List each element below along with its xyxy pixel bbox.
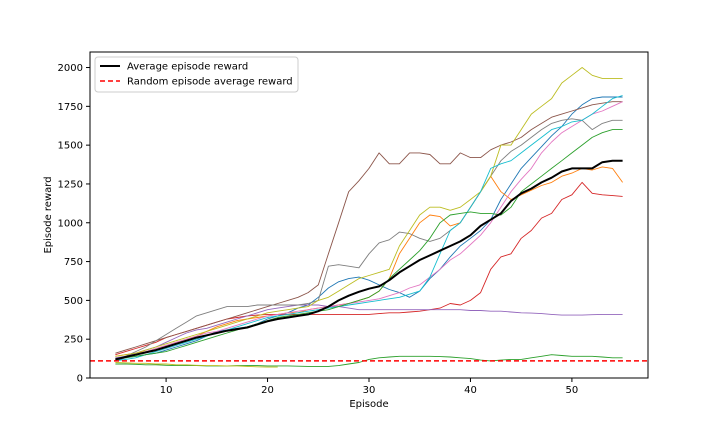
legend-label-random: Random episode average reward xyxy=(127,77,293,88)
y-tick-label: 2000 xyxy=(58,63,83,74)
x-tick-label: 30 xyxy=(363,385,376,396)
series-line-5 xyxy=(115,304,623,359)
series-line-7 xyxy=(115,101,623,360)
legend-box xyxy=(94,56,299,93)
y-tick-label: 1000 xyxy=(58,218,83,229)
x-axis-title: Episode xyxy=(349,399,388,410)
y-tick-label: 250 xyxy=(64,335,83,346)
x-tick-label: 50 xyxy=(566,385,579,396)
x-tick-label: 40 xyxy=(464,385,477,396)
x-tick-label: 10 xyxy=(160,385,173,396)
y-tick-label: 1750 xyxy=(58,102,83,113)
y-tick-label: 1250 xyxy=(58,179,83,190)
series-line-8 xyxy=(115,118,623,360)
x-axis-ticks: 10 20 30 40 50 xyxy=(160,378,579,396)
average-line xyxy=(115,159,623,361)
y-axis-ticks: 0 250 500 750 1000 1250 1500 1750 2000 xyxy=(58,63,90,385)
y-axis-title: Episode reward xyxy=(43,176,54,253)
series-line-6 xyxy=(115,101,623,354)
y-tick-label: 500 xyxy=(64,296,83,307)
series-line-10 xyxy=(115,67,623,357)
x-tick-label: 20 xyxy=(261,385,274,396)
series-line-12 xyxy=(115,129,623,360)
plot-background xyxy=(90,52,648,378)
legend: Average episode reward Random episode av… xyxy=(94,56,299,93)
average-layer xyxy=(115,159,623,361)
y-tick-label: 0 xyxy=(77,374,83,385)
legend-label-average: Average episode reward xyxy=(127,62,248,73)
series-line-1 xyxy=(115,96,623,362)
series-layer xyxy=(115,67,623,368)
y-tick-label: 1500 xyxy=(58,141,83,152)
series-line-11 xyxy=(115,95,623,362)
series-line-9 xyxy=(115,362,278,368)
y-tick-label: 750 xyxy=(64,257,83,268)
